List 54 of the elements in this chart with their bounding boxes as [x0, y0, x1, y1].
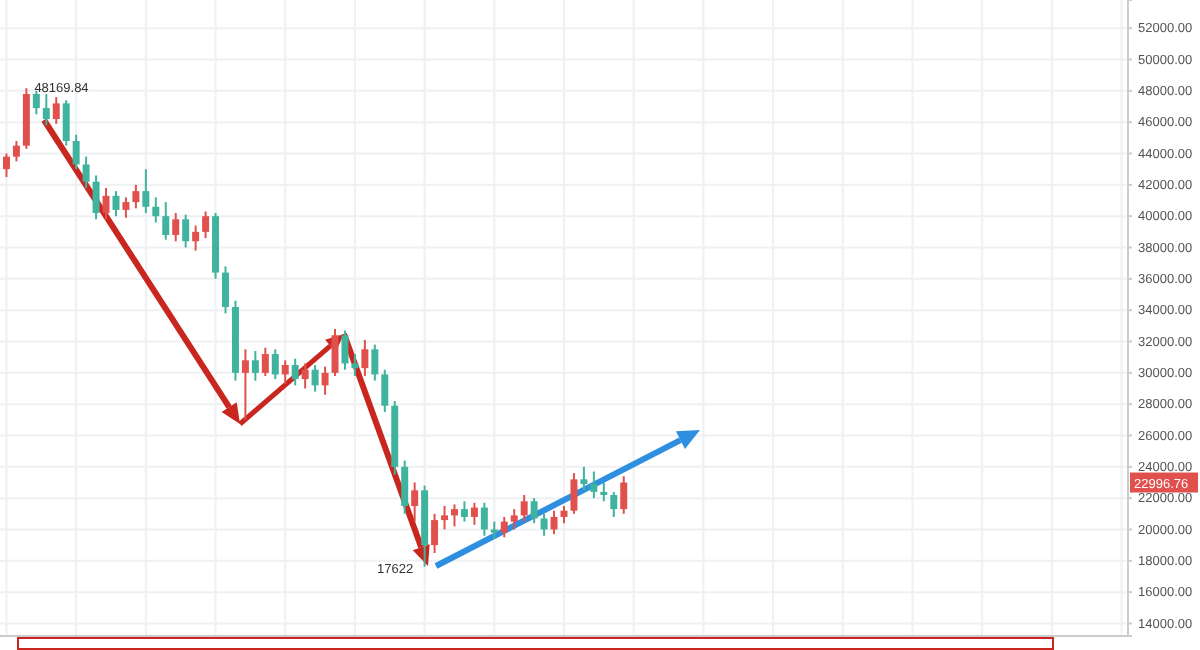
candlestick: [241, 348, 249, 421]
candlestick: [460, 500, 468, 523]
candlestick: [431, 512, 439, 554]
candlestick: [152, 196, 160, 224]
candlestick: [600, 481, 608, 503]
candlestick: [271, 348, 279, 381]
candlestick: [82, 155, 90, 189]
candlestick: [301, 362, 309, 390]
candlestick: [620, 475, 628, 515]
candlestick: [261, 346, 269, 377]
candlestick: [311, 364, 319, 393]
candlestick: [72, 133, 80, 171]
candlestick: [92, 174, 100, 221]
candlestick: [381, 368, 389, 413]
candlestick: [540, 512, 548, 537]
candlestick: [610, 490, 618, 518]
candlestick: [510, 508, 518, 531]
candlestick: [451, 503, 458, 528]
candlestick: [341, 329, 349, 371]
candlestick: [192, 224, 200, 252]
candlestick: [550, 509, 558, 536]
candlestick: [570, 472, 578, 515]
candlestick: [470, 501, 478, 526]
candlestick: [142, 168, 150, 215]
candlestick: [62, 99, 70, 147]
candlestick: [251, 349, 259, 382]
candlestick: [590, 470, 598, 500]
candlestick: [2, 152, 10, 179]
candlestick: [291, 357, 299, 387]
candlestick: [520, 494, 528, 523]
candlestick: [102, 186, 110, 221]
candlestick: [401, 459, 409, 515]
candlestick: [411, 481, 419, 523]
candlestick: [530, 497, 538, 525]
candlestick: [321, 365, 329, 396]
candlestick: [281, 359, 289, 385]
candlestick: [480, 501, 488, 537]
candlestick: [351, 353, 359, 377]
candlestick: [42, 92, 50, 127]
candlestick: [222, 265, 229, 315]
candlestick: [132, 183, 140, 210]
candlestick: [202, 210, 210, 240]
candlestick: [441, 504, 449, 531]
candlestick: [371, 343, 379, 382]
candlestick: [162, 201, 170, 241]
candlestick: [172, 212, 180, 243]
candlestick: [12, 139, 20, 163]
candlestick: [580, 465, 588, 492]
candlestick: [182, 213, 190, 249]
candlestick: [32, 89, 40, 116]
candlestick: [122, 196, 130, 219]
candlestick: [361, 338, 369, 377]
candlestick: [52, 96, 60, 125]
candlestick: [500, 515, 508, 539]
